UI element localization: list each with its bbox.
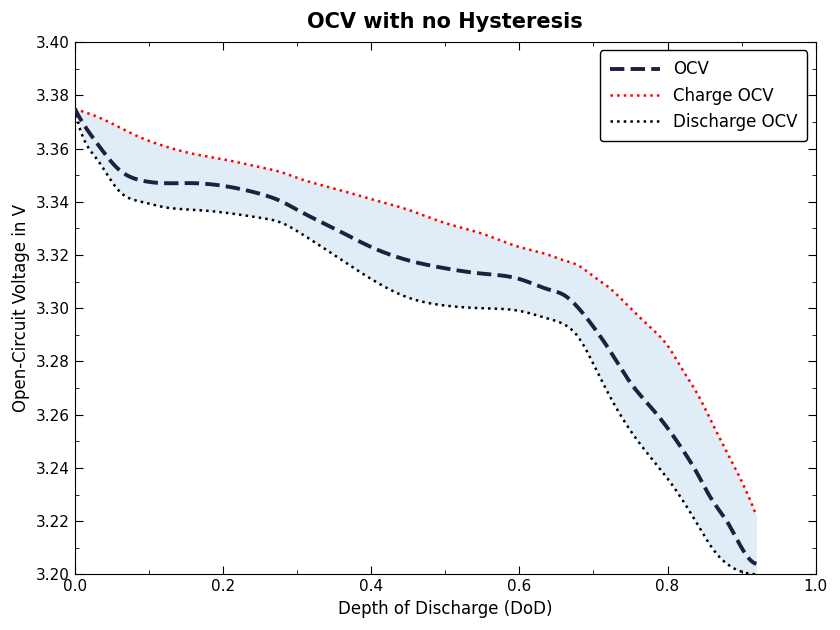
Discharge OCV — [393, 290, 403, 297]
Discharge OCV — [70, 105, 80, 112]
Charge OCV — [393, 203, 403, 210]
OCV — [70, 105, 80, 112]
Charge OCV — [752, 512, 762, 520]
X-axis label: Depth of Discharge (DoD): Depth of Discharge (DoD) — [338, 600, 553, 618]
Discharge OCV — [735, 568, 745, 575]
OCV — [393, 254, 403, 261]
OCV — [475, 270, 486, 277]
Charge OCV — [475, 229, 486, 237]
OCV — [752, 560, 762, 568]
OCV — [438, 264, 449, 272]
Discharge OCV — [752, 571, 762, 578]
Discharge OCV — [438, 302, 449, 309]
Discharge OCV — [475, 304, 486, 312]
Charge OCV — [70, 105, 80, 112]
Y-axis label: Open-Circuit Voltage in V: Open-Circuit Voltage in V — [13, 204, 30, 412]
OCV — [628, 383, 638, 391]
OCV — [735, 541, 745, 549]
Line: OCV: OCV — [75, 108, 757, 564]
Charge OCV — [438, 219, 449, 226]
Title: OCV with no Hysteresis: OCV with no Hysteresis — [307, 12, 583, 32]
Line: Discharge OCV: Discharge OCV — [75, 108, 757, 575]
Line: Charge OCV: Charge OCV — [75, 108, 757, 516]
Charge OCV — [397, 204, 407, 212]
Discharge OCV — [397, 292, 407, 299]
Discharge OCV — [628, 431, 638, 438]
Legend: OCV, Charge OCV, Discharge OCV: OCV, Charge OCV, Discharge OCV — [600, 50, 807, 141]
Charge OCV — [735, 474, 745, 482]
Charge OCV — [628, 307, 638, 315]
OCV — [397, 255, 407, 263]
